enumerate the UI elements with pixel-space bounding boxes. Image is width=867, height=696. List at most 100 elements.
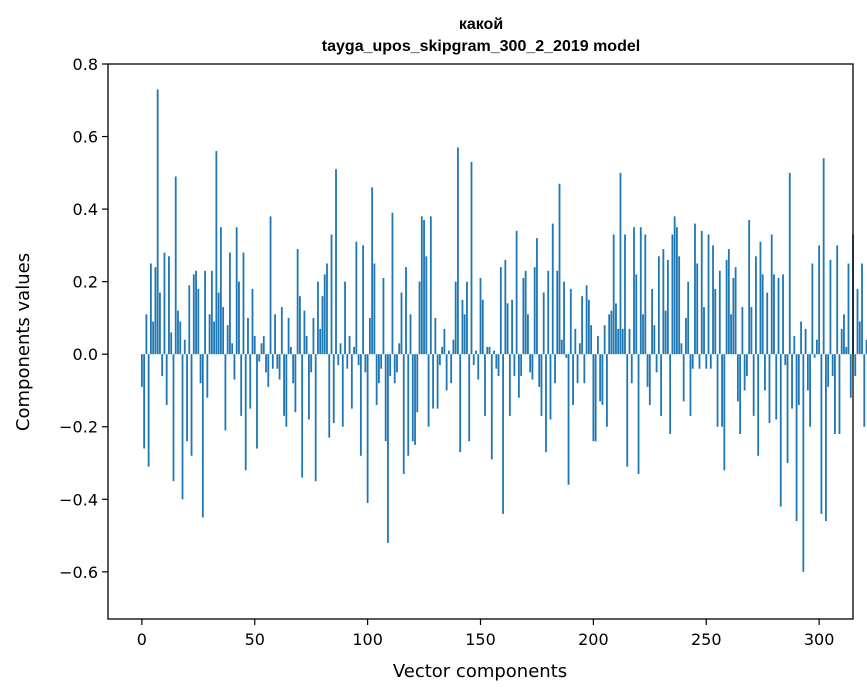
x-tick-label: 100 — [352, 630, 383, 649]
bar — [188, 285, 191, 355]
x-tick-label: 250 — [691, 630, 722, 649]
bar — [813, 354, 816, 358]
bar — [676, 227, 678, 355]
bar — [786, 354, 789, 464]
bar — [734, 267, 737, 355]
bar — [732, 278, 735, 355]
bar — [542, 292, 545, 355]
bar — [581, 296, 583, 355]
bar — [337, 354, 340, 366]
bar — [434, 317, 437, 355]
bar — [504, 259, 507, 355]
y-tick-label: −0.4 — [59, 490, 98, 509]
bar — [472, 354, 475, 366]
bar — [368, 317, 371, 355]
bar — [592, 354, 595, 442]
bar — [626, 354, 629, 467]
y-tick-label: 0.6 — [73, 128, 98, 147]
bar — [822, 158, 825, 355]
bar — [646, 354, 649, 387]
bar — [199, 354, 202, 384]
bar — [378, 354, 380, 384]
bar — [655, 354, 658, 373]
bar — [308, 354, 310, 420]
bar — [578, 343, 581, 355]
x-tick-label: 300 — [804, 630, 835, 649]
bar — [610, 310, 613, 355]
bar — [222, 307, 225, 355]
bar — [779, 354, 782, 507]
bar — [402, 354, 405, 474]
bar — [486, 346, 489, 355]
bar — [147, 354, 150, 467]
bar — [759, 241, 762, 355]
bar — [350, 354, 353, 409]
bar — [806, 354, 809, 391]
bar — [797, 354, 800, 405]
bar — [861, 263, 863, 355]
bar — [795, 354, 798, 522]
bar — [269, 216, 272, 355]
bar — [466, 281, 468, 355]
bar — [140, 354, 143, 387]
bar — [856, 288, 859, 355]
bar — [314, 354, 317, 482]
bar — [563, 281, 565, 355]
bar — [727, 249, 730, 355]
bar — [159, 292, 161, 355]
bar — [301, 354, 304, 478]
bar — [651, 288, 653, 355]
bar — [694, 223, 696, 355]
bar — [506, 303, 509, 355]
y-tick-label: −0.6 — [59, 563, 98, 582]
bar — [567, 354, 570, 485]
bar — [560, 339, 563, 355]
y-tick-label: 0.8 — [73, 55, 98, 74]
bar — [594, 354, 597, 442]
bar — [177, 310, 179, 355]
bar — [671, 234, 674, 355]
bar — [247, 317, 249, 355]
bar — [357, 354, 360, 366]
bar — [332, 354, 335, 424]
y-tick-label: 0.4 — [73, 200, 98, 219]
bar — [373, 263, 376, 355]
bar — [802, 354, 805, 572]
bar — [752, 354, 755, 416]
bar — [854, 354, 857, 376]
bar — [495, 354, 498, 369]
bar — [829, 259, 832, 355]
bar — [242, 252, 245, 355]
bar — [317, 281, 319, 355]
bar — [639, 227, 642, 355]
bar — [547, 270, 550, 355]
bar — [718, 270, 721, 355]
bar — [865, 339, 867, 355]
bar — [714, 288, 717, 355]
bar — [213, 321, 216, 355]
bar — [391, 212, 394, 355]
bar — [387, 354, 389, 543]
x-tick-label: 150 — [465, 630, 496, 649]
bar — [438, 354, 441, 366]
bar — [615, 303, 617, 355]
bar — [251, 288, 254, 355]
bar — [660, 354, 663, 416]
bar — [657, 256, 660, 355]
bar — [366, 354, 369, 503]
bar — [847, 263, 850, 355]
bar — [348, 336, 351, 355]
bar — [527, 314, 529, 355]
bar — [513, 354, 516, 376]
bar — [149, 263, 152, 355]
bar — [201, 354, 204, 518]
bar — [770, 234, 773, 355]
bar — [766, 292, 769, 355]
bar — [603, 325, 606, 355]
bar — [154, 267, 157, 355]
bar — [709, 354, 712, 369]
bar — [186, 354, 188, 442]
x-axis-label: Vector components — [393, 661, 567, 682]
bar — [750, 307, 753, 355]
